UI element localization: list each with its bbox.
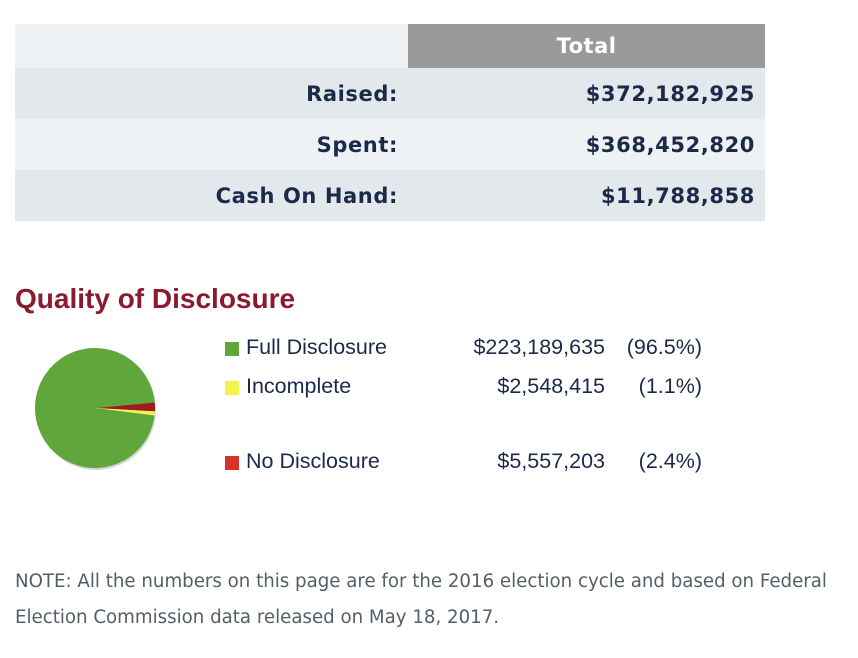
summary-row-value: $372,182,925 (408, 68, 765, 119)
legend-label: Incomplete (246, 374, 352, 398)
legend-amount: $2,548,415 (497, 374, 605, 398)
pie-slice-no-disclosure (95, 402, 155, 412)
legend-swatch-no-disclosure (225, 456, 239, 470)
legend-row-no-disclosure: No Disclosure $5,557,203 (2.4%) (222, 446, 712, 478)
legend-label: No Disclosure (246, 449, 380, 473)
legend-percent: (96.5%) (626, 335, 702, 359)
legend-label: Full Disclosure (246, 335, 387, 359)
summary-header-row: Total (15, 24, 765, 68)
section-title: Quality of Disclosure (15, 283, 296, 314)
pie-slice-incomplete (95, 408, 155, 416)
summary-row-raised: Raised: $372,182,925 (15, 68, 765, 119)
legend-swatch-full-disclosure (225, 342, 239, 356)
summary-header-blank (15, 24, 408, 68)
summary-row-label: Spent: (15, 119, 408, 170)
legend-amount: $5,557,203 (497, 449, 605, 473)
legend-row-incomplete: Incomplete $2,548,415 (1.1%) (222, 371, 712, 403)
legend-percent: (1.1%) (638, 374, 702, 398)
legend-amount: $223,189,635 (473, 335, 605, 359)
legend-swatch-incomplete (225, 381, 239, 395)
summary-row-label: Raised: (15, 68, 408, 119)
summary-row-value: $11,788,858 (408, 170, 765, 221)
disclosure-legend: Full Disclosure $223,189,635 (96.5%) Inc… (222, 332, 722, 482)
summary-row-cash-on-hand: Cash On Hand: $11,788,858 (15, 170, 765, 221)
summary-table: Total Raised: $372,182,925 Spent: $368,4… (15, 24, 765, 221)
summary-row-spent: Spent: $368,452,820 (15, 119, 765, 170)
legend-percent: (2.4%) (638, 449, 702, 473)
pie-slice-full-disclosure (35, 348, 155, 468)
legend-row-full-disclosure: Full Disclosure $223,189,635 (96.5%) (222, 332, 712, 364)
summary-header-total: Total (408, 24, 765, 68)
summary-row-label: Cash On Hand: (15, 170, 408, 221)
summary-row-value: $368,452,820 (408, 119, 765, 170)
disclosure-pie-chart (35, 348, 156, 470)
footnote: NOTE: All the numbers on this page are f… (15, 571, 827, 628)
